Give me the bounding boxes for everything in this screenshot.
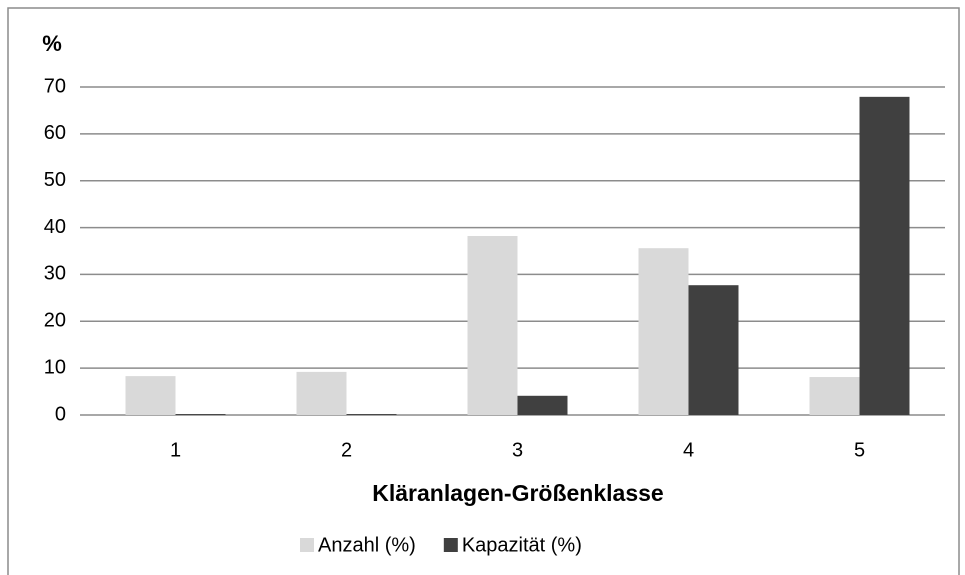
x-tick-label: 1 [170,439,181,461]
y-tick-label: 0 [55,403,66,425]
bar [688,285,739,415]
bar [859,96,910,415]
y-tick-label: 50 [44,169,66,191]
y-tick-label: 20 [44,310,66,332]
y-tick-label: 30 [44,263,66,285]
y-tick-label: 60 [44,122,66,144]
legend-label: Kapazität (%) [462,534,582,556]
bar [125,376,176,415]
x-axis-label: Kläranlagen-Größenklasse [372,480,663,506]
y-axis-label: % [42,31,62,56]
bar [296,371,347,415]
legend-swatch [300,538,314,552]
bar [467,236,518,415]
x-tick-label: 3 [512,439,523,461]
x-tick-label: 4 [683,439,694,461]
x-tick-label: 5 [854,439,865,461]
legend-label: Anzahl (%) [318,534,416,556]
bar [346,414,397,415]
legend-swatch [443,538,458,552]
bar [517,395,568,415]
y-tick-label: 40 [44,216,66,238]
y-tick-label: 70 [44,75,66,97]
bar [809,377,860,415]
y-tick-label: 10 [44,356,66,378]
bar [175,414,226,415]
bar [638,248,689,415]
x-tick-label: 2 [341,439,352,461]
